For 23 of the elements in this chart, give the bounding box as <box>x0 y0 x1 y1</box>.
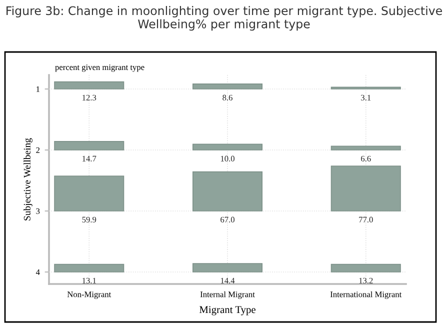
data-label: 14.4 <box>220 278 235 284</box>
y-axis-title: 1 <box>36 86 40 92</box>
data-label: 14.7 <box>82 156 96 162</box>
x-axis-title: Migrant Type <box>199 306 256 316</box>
y-axis-title: 3 <box>36 208 40 214</box>
x-tick-label: Internal Migrant <box>200 291 255 299</box>
x-tick-label: Non-Migrant <box>67 292 112 299</box>
data-label: 10.0 <box>220 156 234 162</box>
y-axis-title: 4 <box>36 269 40 275</box>
data-label: 59.9 <box>82 216 96 222</box>
data-label: 13.1 <box>82 278 96 284</box>
data-label: 12.3 <box>82 94 96 100</box>
x-tick-label: International Migrant <box>330 291 402 299</box>
chart-subtitle: percent given migrant type <box>55 64 144 72</box>
data-label: 8.6 <box>222 94 232 100</box>
data-label: 67.0 <box>220 216 234 222</box>
data-label: 13.2 <box>359 278 373 284</box>
text: Subjective Wellbeing <box>24 138 32 220</box>
chart-title: Figure 3b: Change in moonlighting over time per migrant type. Subjective Wellbeing% per migrant type <box>6 6 442 31</box>
data-label: 77.0 <box>359 216 373 222</box>
data-label: 3.1 <box>361 94 371 100</box>
y-axis-title: 2 <box>36 147 40 153</box>
data-label: 6.6 <box>361 156 371 162</box>
